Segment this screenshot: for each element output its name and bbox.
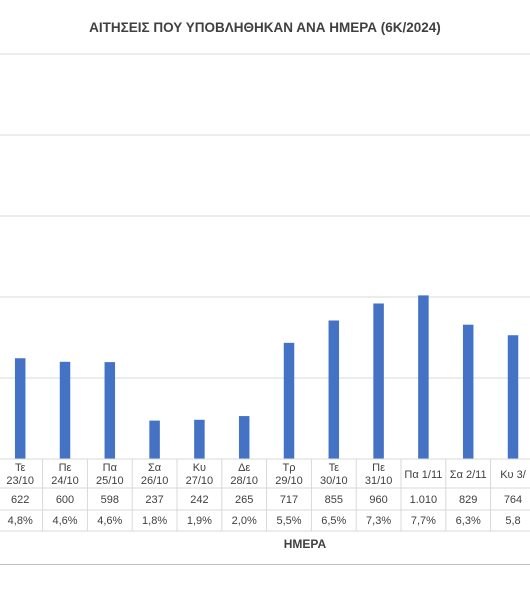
- pct-label: 4,8%: [8, 515, 33, 527]
- pct-label: 7,3%: [366, 515, 391, 527]
- tick-label: Πα: [103, 462, 118, 474]
- pct-label: 4,6%: [97, 515, 122, 527]
- data-label: 600: [56, 494, 74, 506]
- tick-label: Πα 1/11: [404, 469, 442, 481]
- bar: [149, 420, 160, 459]
- tick-label: 23/10: [6, 475, 34, 487]
- tick-label: 27/10: [186, 475, 214, 487]
- bar: [283, 342, 295, 459]
- bar: [328, 320, 340, 459]
- pct-label: 1,9%: [187, 515, 212, 527]
- pct-label: 5,8: [505, 515, 520, 527]
- bar: [104, 362, 116, 459]
- tick-label: 24/10: [51, 475, 79, 487]
- data-table: Τε23/106224,8%Πε24/106004,6%Πα25/105984,…: [0, 458, 530, 532]
- data-label: 764: [504, 494, 522, 506]
- tick-label: Κυ 3/: [500, 469, 527, 481]
- data-label: 242: [190, 494, 208, 506]
- data-label: 829: [459, 494, 477, 506]
- data-label: 265: [235, 494, 253, 506]
- tick-label: 30/10: [320, 475, 348, 487]
- bar: [14, 358, 26, 459]
- bar: [194, 419, 205, 459]
- bar: [462, 324, 474, 459]
- chart-frame: ΑΙΤΗΣΕΙΣ ΠΟΥ ΥΠΟΒΛΗΘΗΚΑΝ ΑΝΑ ΗΜΕΡΑ (6Κ/2…: [0, 20, 530, 565]
- tick-label: Πε: [372, 462, 385, 474]
- pct-label: 1,8%: [142, 515, 167, 527]
- pct-label: 6,3%: [456, 515, 481, 527]
- bar: [59, 361, 71, 459]
- tick-label: Τε: [329, 462, 340, 474]
- tick-label: Σα 2/11: [450, 469, 487, 481]
- tick-label: 26/10: [141, 475, 169, 487]
- tick-label: Σα: [148, 462, 162, 474]
- bar: [418, 295, 429, 459]
- data-label: 1.010: [410, 494, 438, 506]
- pct-label: 6,5%: [321, 515, 346, 527]
- bar: [507, 335, 519, 459]
- pct-label: 2,0%: [232, 515, 257, 527]
- tick-label: Κυ: [193, 462, 206, 474]
- tick-label: Πε: [59, 462, 72, 474]
- chart-plot: Τε23/106224,8%Πε24/106004,6%Πα25/105984,…: [0, 53, 530, 532]
- tick-label: Τε: [15, 462, 26, 474]
- tick-label: 28/10: [230, 475, 258, 487]
- tick-label: Δε: [238, 462, 250, 474]
- pct-label: 5,5%: [276, 515, 301, 527]
- tick-label: 25/10: [96, 475, 124, 487]
- data-label: 855: [325, 494, 343, 506]
- data-label: 598: [101, 494, 119, 506]
- tick-label: 29/10: [275, 475, 303, 487]
- data-label: 717: [280, 494, 298, 506]
- data-label: 237: [145, 494, 163, 506]
- bar: [373, 303, 384, 459]
- pct-label: 4,6%: [52, 515, 77, 527]
- tick-label: Τρ: [283, 462, 296, 474]
- data-label: 622: [11, 494, 29, 506]
- bars: [14, 295, 519, 459]
- pct-label: 7,7%: [411, 515, 436, 527]
- gridlines: [0, 53, 530, 460]
- x-axis-label: ΗΜΕΡΑ: [283, 537, 327, 551]
- bar: [238, 416, 250, 459]
- data-label: 960: [369, 494, 387, 506]
- chart-title: ΑΙΤΗΣΕΙΣ ΠΟΥ ΥΠΟΒΛΗΘΗΚΑΝ ΑΝΑ ΗΜΕΡΑ (6Κ/2…: [89, 20, 441, 35]
- tick-label: 31/10: [365, 475, 393, 487]
